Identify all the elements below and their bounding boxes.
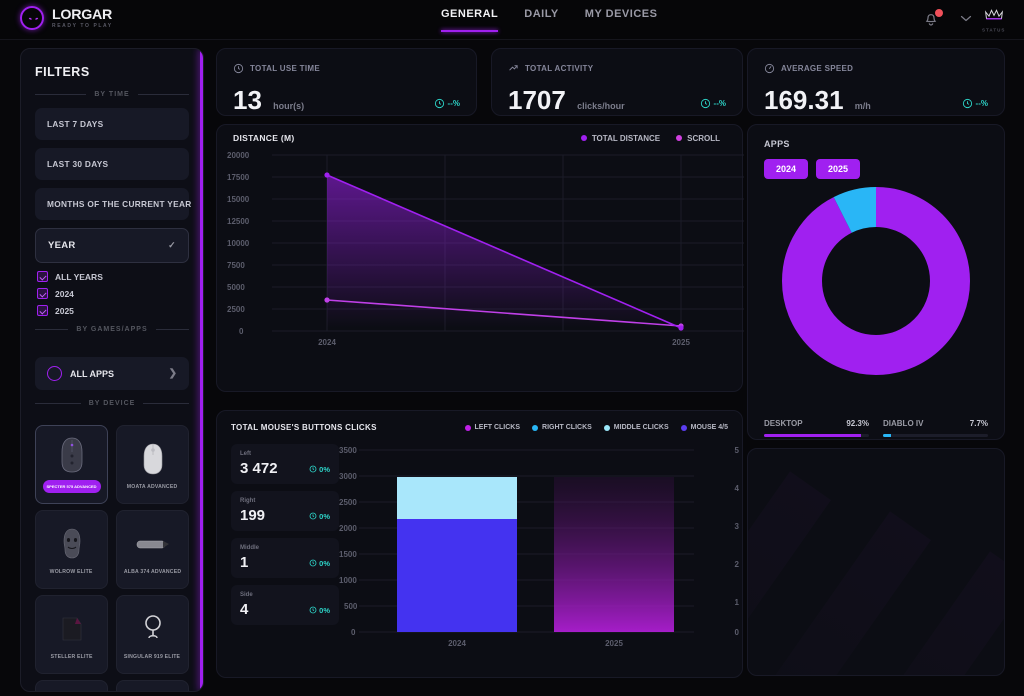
- svg-text:5: 5: [735, 446, 739, 455]
- svg-text:1500: 1500: [339, 550, 357, 559]
- svg-text:10000: 10000: [227, 239, 250, 248]
- svg-text:7500: 7500: [227, 261, 245, 270]
- svg-text:17500: 17500: [227, 173, 250, 182]
- svg-text:2000: 2000: [339, 524, 357, 533]
- svg-text:500: 500: [344, 602, 358, 611]
- svg-text:1000: 1000: [339, 576, 357, 585]
- svg-text:3500: 3500: [339, 446, 357, 455]
- svg-text:2500: 2500: [227, 305, 245, 314]
- svg-text:0: 0: [239, 327, 244, 336]
- svg-text:2500: 2500: [339, 498, 357, 507]
- svg-text:15000: 15000: [227, 195, 250, 204]
- svg-text:3: 3: [735, 522, 739, 531]
- svg-text:0: 0: [351, 628, 356, 637]
- svg-text:4: 4: [735, 484, 739, 493]
- svg-text:2025: 2025: [672, 338, 690, 347]
- svg-text:1: 1: [735, 598, 739, 607]
- svg-text:0: 0: [735, 628, 739, 637]
- svg-text:3000: 3000: [339, 472, 357, 481]
- svg-text:2024: 2024: [448, 639, 466, 648]
- svg-text:2: 2: [735, 560, 739, 569]
- svg-text:2024: 2024: [318, 338, 336, 347]
- svg-text:12500: 12500: [227, 217, 250, 226]
- svg-text:20000: 20000: [227, 151, 250, 160]
- svg-text:5000: 5000: [227, 283, 245, 292]
- svg-text:2025: 2025: [605, 639, 623, 648]
